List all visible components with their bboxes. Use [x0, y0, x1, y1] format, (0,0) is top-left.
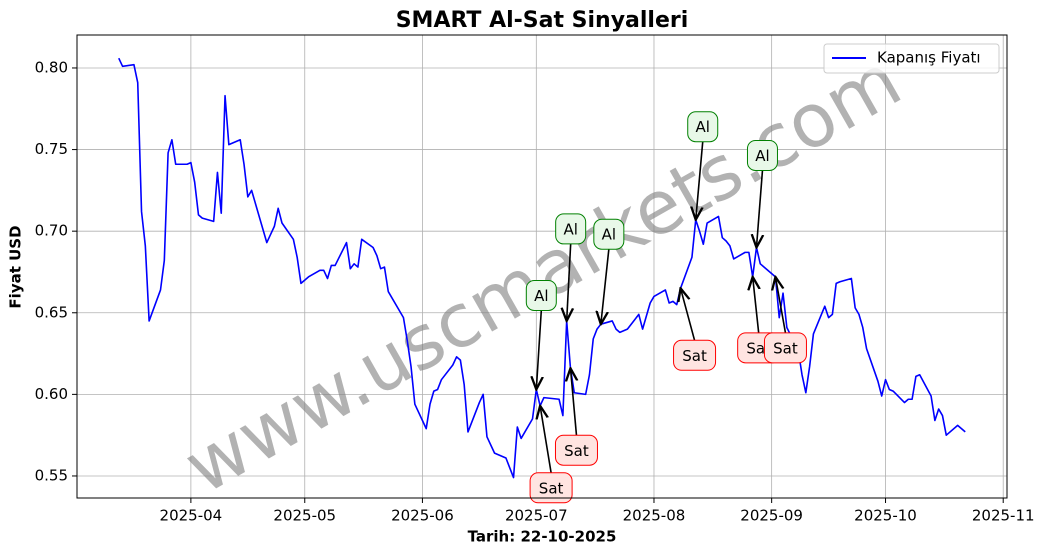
legend-box: [823, 43, 1000, 74]
x-tick-label: 2025-08: [623, 507, 686, 525]
annotation-arrow: [601, 249, 610, 324]
y-tick-label: 0.80: [35, 58, 68, 76]
buy-annotation: Al: [687, 111, 719, 220]
plot-frame: [76, 34, 1008, 499]
x-tick-label: 2025-11: [972, 507, 1035, 525]
annotation-arrow: [753, 277, 759, 333]
x-tick-label: 2025-07: [505, 507, 568, 525]
annotation-arrow: [540, 406, 552, 473]
buy-annotation: Al: [555, 213, 587, 321]
buy-annotation: Al: [525, 279, 557, 389]
sell-annotation: Sat: [763, 277, 807, 364]
annotation-box: [687, 111, 719, 143]
legend: Kapanış Fiyatı: [823, 43, 1000, 74]
y-tick-label: 0.70: [35, 222, 68, 240]
legend-label: Kapanış Fiyatı: [877, 49, 981, 67]
annotation-box: [673, 339, 717, 371]
y-tick-label: 0.60: [35, 385, 68, 403]
y-tick-label: 0.65: [35, 303, 68, 321]
annotation-box: [554, 434, 598, 466]
annotation-box: [763, 332, 807, 364]
annotation-arrow: [696, 141, 703, 220]
annotation-arrow: [570, 368, 576, 436]
annotation-arrow: [756, 170, 762, 247]
annotation-box: [529, 472, 573, 504]
sell-annotation: Sat: [529, 406, 573, 504]
annotation-box: [555, 213, 587, 245]
annotation-arrow: [567, 243, 571, 321]
sell-annotation: Sat: [673, 288, 717, 371]
sell-annotation: Sat: [554, 368, 598, 466]
annotation-label: Sat: [564, 442, 589, 460]
y-tick-label: 0.75: [35, 140, 68, 158]
x-tick-label: 2025-04: [160, 507, 223, 525]
buy-annotation: Al: [746, 139, 778, 247]
annotation-label: Al: [755, 147, 769, 165]
x-axis-label: Tarih: 22-10-2025: [468, 528, 617, 546]
annotation-box: [746, 139, 778, 171]
annotation-arrow: [536, 310, 541, 389]
x-tick-label: 2025-09: [740, 507, 803, 525]
annotation-label: Sat: [539, 479, 564, 497]
annotation-arrow: [775, 277, 787, 334]
chart-title: SMART Al-Sat Sinyalleri: [396, 8, 689, 33]
y-tick-label: 0.55: [35, 466, 68, 484]
annotation-box: [593, 218, 625, 250]
buy-annotation: Al: [593, 218, 625, 324]
x-tick-label: 2025-06: [391, 507, 454, 525]
x-tick-label: 2025-05: [273, 507, 336, 525]
annotation-label: Al: [563, 220, 577, 238]
annotation-box: [525, 279, 557, 311]
annotation-arrow: [681, 288, 696, 341]
annotation-label: Sat: [682, 347, 707, 365]
price-line: [118, 57, 966, 479]
y-axis-label: Fiyat USD: [7, 225, 25, 308]
annotation-label: Al: [696, 118, 710, 136]
annotation-label: Sat: [773, 339, 798, 357]
x-tick-label: 2025-10: [854, 507, 917, 525]
annotation-label: Al: [534, 287, 548, 305]
annotation-label: Al: [602, 226, 616, 244]
